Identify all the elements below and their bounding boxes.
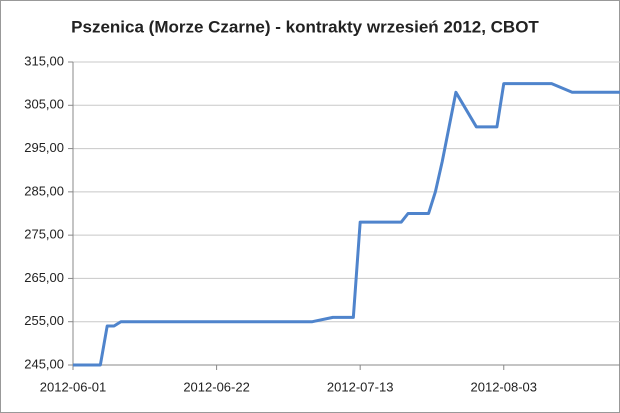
y-tick-label: 245,00 — [24, 356, 64, 371]
y-tick-label: 275,00 — [24, 227, 64, 242]
y-tick-label: 295,00 — [24, 140, 64, 155]
x-tick-label: 2012-07-13 — [327, 379, 394, 394]
y-tick-label: 315,00 — [24, 53, 64, 68]
y-tick-label: 305,00 — [24, 97, 64, 112]
y-tick-label: 255,00 — [24, 313, 64, 328]
x-tick-label: 2012-06-22 — [183, 379, 250, 394]
data-line — [73, 82, 620, 367]
chart-title: Pszenica (Morze Czarne) - kontrakty wrze… — [71, 17, 539, 36]
x-tick-label: 2012-06-01 — [40, 379, 107, 394]
y-tick-label: 285,00 — [24, 183, 64, 198]
y-tick-label: 265,00 — [24, 270, 64, 285]
x-tick-label: 2012-08-03 — [471, 379, 538, 394]
